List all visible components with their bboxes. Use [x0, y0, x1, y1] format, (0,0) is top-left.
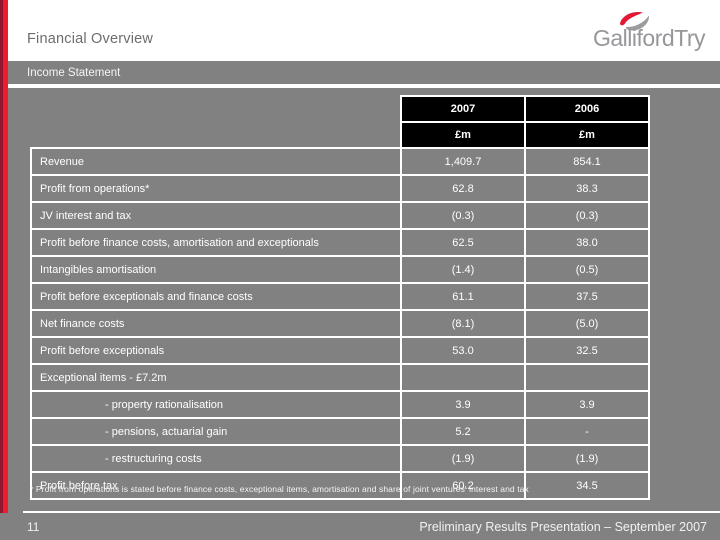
slide-footer: 11 Preliminary Results Presentation – Se… — [0, 513, 720, 540]
row-value: (1.9) — [400, 444, 526, 473]
row-value: (0.3) — [400, 201, 526, 230]
col-unit-2007: £m — [400, 121, 526, 149]
row-value: 53.0 — [400, 336, 526, 365]
page-title: Financial Overview — [27, 31, 154, 47]
table-row: Exceptional items - £7.2m — [30, 363, 650, 392]
accent-bar — [0, 0, 8, 513]
row-value: (1.9) — [524, 444, 650, 473]
row-label: Profit before tax — [30, 471, 402, 500]
table-row: - pensions, actuarial gain 5.2- — [30, 417, 650, 446]
row-label: - pensions, actuarial gain — [30, 417, 402, 446]
col-header-2007: 2007 — [400, 95, 526, 123]
row-value: 1,409.7 — [400, 147, 526, 176]
section-header-label: Income Statement — [27, 67, 121, 79]
row-value: 37.5 — [524, 282, 650, 311]
row-value — [400, 363, 526, 392]
footnote: * Profit from operations is stated befor… — [30, 484, 529, 494]
row-label: Profit before finance costs, amortisatio… — [30, 228, 402, 257]
row-value: 34.5 — [524, 471, 650, 500]
col-header-2006: 2006 — [524, 95, 650, 123]
row-value: 854.1 — [524, 147, 650, 176]
row-label: - property rationalisation — [30, 390, 402, 419]
row-label: JV interest and tax — [30, 201, 402, 230]
row-value: (8.1) — [400, 309, 526, 338]
table-row: Profit before exceptionals and finance c… — [30, 282, 650, 311]
table-row: Profit before tax 60.2 34.5 — [30, 471, 650, 500]
row-value: - — [524, 417, 650, 446]
table-unit-header-row: £m £m — [31, 121, 650, 149]
row-label: Profit before exceptionals — [30, 336, 402, 365]
company-logo: GallifordTry — [553, 10, 706, 52]
income-table-body: Revenue 1,409.7 854.1 Profit from operation… — [30, 147, 650, 500]
row-value: 62.8 — [400, 174, 526, 203]
row-value: (1.4) — [400, 255, 526, 284]
table-row: Net finance costs (8.1) (5.0) — [30, 309, 650, 338]
row-value: 38.0 — [524, 228, 650, 257]
logo-swoosh-icon — [620, 12, 650, 31]
row-value: (0.5) — [524, 255, 650, 284]
footer-divider — [23, 511, 720, 513]
row-value: 61.1 — [400, 282, 526, 311]
row-label: Exceptional items - £7.2m — [30, 363, 402, 392]
row-value: 3.9 — [524, 390, 650, 419]
row-value: 62.5 — [400, 228, 526, 257]
header-spacer — [31, 122, 401, 148]
row-label: Profit before exceptionals and finance c… — [30, 282, 402, 311]
row-value: (0.3) — [524, 201, 650, 230]
row-label: Net finance costs — [30, 309, 402, 338]
row-value: 38.3 — [524, 174, 650, 203]
table-row: - property rationalisation 3.9 3.9 — [30, 390, 650, 419]
table-row: JV interest and tax (0.3) (0.3) — [30, 201, 650, 230]
income-statement-table: 2007 2006 £m £m Revenue 1,409.7 854.1 Profi… — [30, 95, 650, 500]
row-value — [524, 363, 650, 392]
page-number: 11 — [27, 519, 40, 534]
table-row: - restructuring costs (1.9) (1.9) — [30, 444, 650, 473]
table-year-header-row: 2007 2006 — [31, 95, 650, 123]
logo-text: GallifordTry — [593, 25, 706, 51]
table-row: Profit before exceptionals 53.0 32.5 — [30, 336, 650, 365]
row-label: Profit from operations* — [30, 174, 402, 203]
header-spacer — [31, 96, 401, 122]
row-label: Revenue — [30, 147, 402, 176]
footer-caption: Preliminary Results Presentation – Septe… — [419, 519, 707, 534]
row-value: 60.2 — [400, 471, 526, 500]
table-row: Profit before finance costs, amortisatio… — [30, 228, 650, 257]
table-row: Revenue 1,409.7 854.1 — [30, 147, 650, 176]
table-row: Profit from operations* 62.8 38.3 — [30, 174, 650, 203]
slide-body: 2007 2006 £m £m Revenue 1,409.7 854.1 Profi… — [8, 88, 720, 513]
table-row: Intangibles amortisation (1.4) (0.5) — [30, 255, 650, 284]
row-value: 5.2 — [400, 417, 526, 446]
row-label: Intangibles amortisation — [30, 255, 402, 284]
row-value: 32.5 — [524, 336, 650, 365]
section-header: Income Statement — [8, 61, 720, 86]
row-label: - restructuring costs — [30, 444, 402, 473]
row-value: 3.9 — [400, 390, 526, 419]
col-unit-2006: £m — [524, 121, 650, 149]
row-value: (5.0) — [524, 309, 650, 338]
